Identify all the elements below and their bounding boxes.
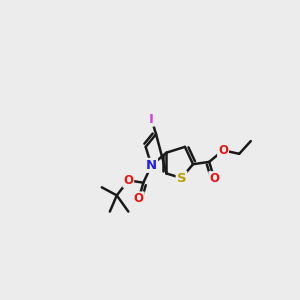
Text: O: O [134,192,144,206]
Text: O: O [123,174,133,187]
Text: O: O [209,172,219,185]
Text: I: I [149,113,154,126]
Text: O: O [218,144,228,157]
Text: N: N [146,159,157,172]
Text: S: S [177,172,186,184]
